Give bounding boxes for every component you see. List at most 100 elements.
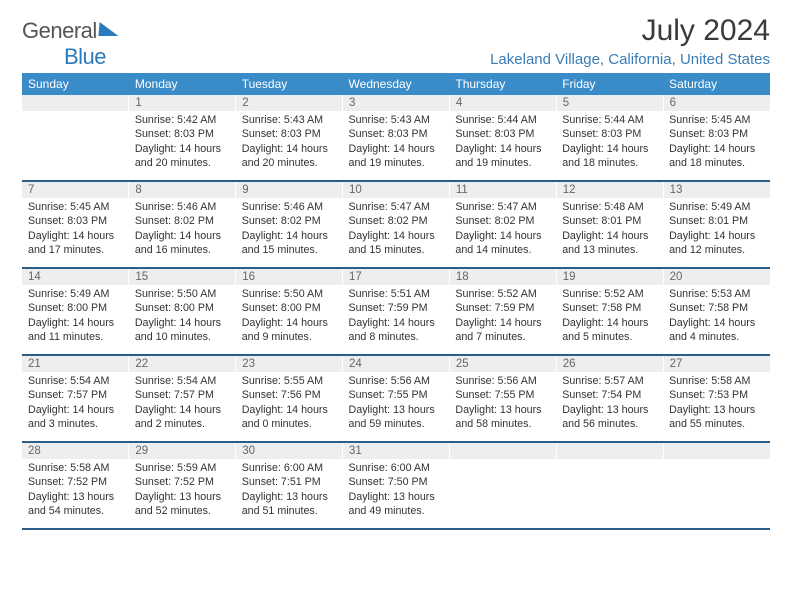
daylight-text-2: and 18 minutes. (669, 156, 764, 170)
sunset-text: Sunset: 8:02 PM (349, 214, 444, 228)
day-number: 11 (449, 181, 556, 198)
brand-logo: General Blue (22, 18, 119, 70)
day-cell: Sunrise: 5:43 AMSunset: 8:03 PMDaylight:… (343, 111, 450, 181)
sunset-text: Sunset: 7:52 PM (135, 475, 230, 489)
day-cell: Sunrise: 5:49 AMSunset: 8:00 PMDaylight:… (22, 285, 129, 355)
day-number (663, 442, 770, 459)
day-number: 6 (663, 95, 770, 111)
day-number: 17 (343, 268, 450, 285)
day-number: 10 (343, 181, 450, 198)
day-number-row: 14151617181920 (22, 268, 770, 285)
daylight-text-2: and 58 minutes. (455, 417, 550, 431)
day-cell (556, 459, 663, 529)
weekday-header: Friday (556, 73, 663, 95)
day-cell: Sunrise: 5:49 AMSunset: 8:01 PMDaylight:… (663, 198, 770, 268)
sunrise-text: Sunrise: 5:56 AM (455, 374, 550, 388)
daylight-text-2: and 19 minutes. (455, 156, 550, 170)
daylight-text-1: Daylight: 14 hours (669, 316, 764, 330)
daylight-text-1: Daylight: 14 hours (562, 142, 657, 156)
sunrise-text: Sunrise: 5:57 AM (562, 374, 657, 388)
daylight-text-1: Daylight: 14 hours (455, 142, 550, 156)
day-number: 2 (236, 95, 343, 111)
daylight-text-1: Daylight: 14 hours (135, 142, 230, 156)
day-cell: Sunrise: 5:51 AMSunset: 7:59 PMDaylight:… (343, 285, 450, 355)
day-number: 31 (343, 442, 450, 459)
title-block: July 2024 Lakeland Village, California, … (490, 14, 770, 68)
day-cell: Sunrise: 5:52 AMSunset: 7:58 PMDaylight:… (556, 285, 663, 355)
day-number: 9 (236, 181, 343, 198)
day-cell: Sunrise: 5:50 AMSunset: 8:00 PMDaylight:… (236, 285, 343, 355)
sunset-text: Sunset: 7:50 PM (349, 475, 444, 489)
day-cell: Sunrise: 5:48 AMSunset: 8:01 PMDaylight:… (556, 198, 663, 268)
daylight-text-1: Daylight: 14 hours (455, 316, 550, 330)
daylight-text-2: and 17 minutes. (28, 243, 123, 257)
daylight-text-1: Daylight: 14 hours (349, 316, 444, 330)
day-cell (663, 459, 770, 529)
day-number-row: 28293031 (22, 442, 770, 459)
sunrise-text: Sunrise: 5:50 AM (135, 287, 230, 301)
daylight-text-2: and 13 minutes. (562, 243, 657, 257)
sunset-text: Sunset: 7:59 PM (349, 301, 444, 315)
daylight-text-1: Daylight: 14 hours (28, 229, 123, 243)
day-number: 15 (129, 268, 236, 285)
daylight-text-1: Daylight: 14 hours (349, 142, 444, 156)
day-cell: Sunrise: 5:56 AMSunset: 7:55 PMDaylight:… (343, 372, 450, 442)
sunset-text: Sunset: 8:01 PM (669, 214, 764, 228)
day-cell: Sunrise: 5:43 AMSunset: 8:03 PMDaylight:… (236, 111, 343, 181)
sunset-text: Sunset: 8:03 PM (28, 214, 123, 228)
day-number: 13 (663, 181, 770, 198)
day-cell: Sunrise: 5:55 AMSunset: 7:56 PMDaylight:… (236, 372, 343, 442)
sunrise-text: Sunrise: 5:56 AM (349, 374, 444, 388)
day-number: 16 (236, 268, 343, 285)
daylight-text-2: and 56 minutes. (562, 417, 657, 431)
day-content-row: Sunrise: 5:49 AMSunset: 8:00 PMDaylight:… (22, 285, 770, 355)
sunrise-text: Sunrise: 5:58 AM (28, 461, 123, 475)
sunset-text: Sunset: 7:52 PM (28, 475, 123, 489)
day-number: 22 (129, 355, 236, 372)
daylight-text-2: and 9 minutes. (242, 330, 337, 344)
brand-word-1: General (22, 18, 97, 43)
daylight-text-2: and 12 minutes. (669, 243, 764, 257)
sunset-text: Sunset: 8:02 PM (135, 214, 230, 228)
day-number (22, 95, 129, 111)
day-number: 26 (556, 355, 663, 372)
sunset-text: Sunset: 8:00 PM (242, 301, 337, 315)
day-number: 28 (22, 442, 129, 459)
sunrise-text: Sunrise: 5:51 AM (349, 287, 444, 301)
daylight-text-2: and 19 minutes. (349, 156, 444, 170)
day-number: 20 (663, 268, 770, 285)
brand-sail-icon (98, 22, 119, 36)
location-subtitle: Lakeland Village, California, United Sta… (490, 51, 770, 68)
sunrise-text: Sunrise: 5:49 AM (28, 287, 123, 301)
daylight-text-2: and 3 minutes. (28, 417, 123, 431)
day-number-row: 78910111213 (22, 181, 770, 198)
sunset-text: Sunset: 8:02 PM (455, 214, 550, 228)
day-content-row: Sunrise: 5:42 AMSunset: 8:03 PMDaylight:… (22, 111, 770, 181)
day-number: 8 (129, 181, 236, 198)
sunset-text: Sunset: 7:57 PM (135, 388, 230, 402)
day-cell: Sunrise: 5:47 AMSunset: 8:02 PMDaylight:… (449, 198, 556, 268)
daylight-text-2: and 49 minutes. (349, 504, 444, 518)
daylight-text-2: and 54 minutes. (28, 504, 123, 518)
daylight-text-2: and 0 minutes. (242, 417, 337, 431)
day-number: 18 (449, 268, 556, 285)
daylight-text-1: Daylight: 13 hours (455, 403, 550, 417)
day-content-row: Sunrise: 5:54 AMSunset: 7:57 PMDaylight:… (22, 372, 770, 442)
sunset-text: Sunset: 8:03 PM (349, 127, 444, 141)
day-number: 21 (22, 355, 129, 372)
daylight-text-1: Daylight: 13 hours (135, 490, 230, 504)
daylight-text-1: Daylight: 14 hours (242, 142, 337, 156)
daylight-text-1: Daylight: 13 hours (669, 403, 764, 417)
day-number-row: 123456 (22, 95, 770, 111)
sunrise-text: Sunrise: 5:52 AM (562, 287, 657, 301)
sunrise-text: Sunrise: 5:46 AM (242, 200, 337, 214)
daylight-text-2: and 7 minutes. (455, 330, 550, 344)
weekday-header: Monday (129, 73, 236, 95)
daylight-text-1: Daylight: 14 hours (242, 316, 337, 330)
day-cell: Sunrise: 5:52 AMSunset: 7:59 PMDaylight:… (449, 285, 556, 355)
sunset-text: Sunset: 8:03 PM (455, 127, 550, 141)
day-cell: Sunrise: 5:44 AMSunset: 8:03 PMDaylight:… (449, 111, 556, 181)
day-number: 27 (663, 355, 770, 372)
day-number (449, 442, 556, 459)
sunrise-text: Sunrise: 5:45 AM (28, 200, 123, 214)
